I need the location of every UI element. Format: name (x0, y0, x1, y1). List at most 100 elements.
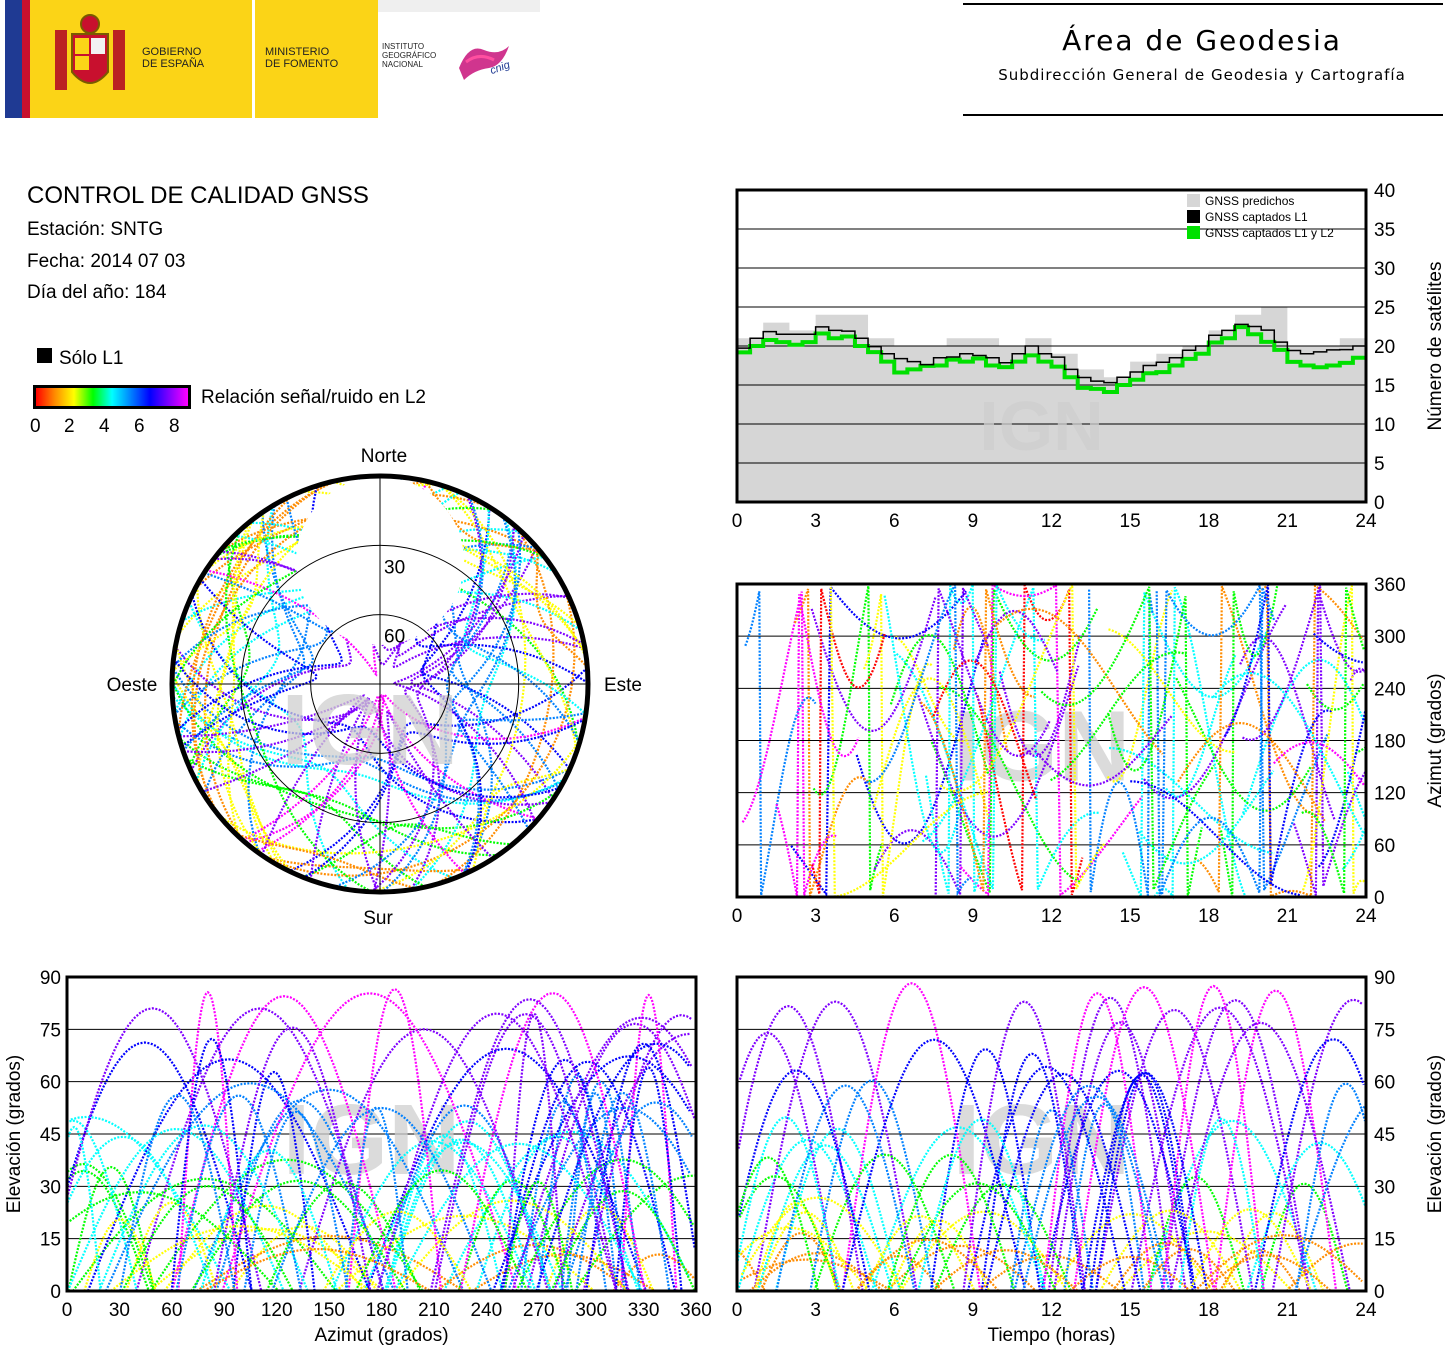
elevation-time-track (738, 1226, 870, 1292)
l1l2-line (737, 325, 1366, 395)
elevation-azimuth-track (503, 1180, 574, 1292)
x-tick-label: 21 (1277, 1300, 1298, 1321)
sky-track (171, 673, 284, 869)
l1-line (737, 323, 1366, 384)
elevation-time-track (1052, 1021, 1187, 1292)
x-tick-label: 150 (313, 1300, 345, 1321)
sky-track (171, 667, 565, 803)
azimuth-track (1273, 741, 1366, 787)
elevation-azimuth-track (506, 1106, 691, 1292)
elevation-time-track (738, 1031, 839, 1292)
azimuth-track (1155, 587, 1276, 897)
y-tick-label: 60 (1374, 1073, 1395, 1094)
y-tick-label: 0 (1374, 493, 1385, 514)
azimuth-track (811, 588, 886, 895)
elevation-time-track (1069, 1255, 1191, 1292)
x-tick-label: 3 (810, 511, 821, 532)
azimuth-track (1165, 654, 1237, 798)
azimuth-track (895, 584, 1046, 890)
legend-swatch (1187, 194, 1200, 207)
x-tick-label: 270 (523, 1300, 555, 1321)
direction-east: Este (604, 675, 642, 696)
x-tick-label: 0 (732, 906, 743, 927)
azimuth-track (1219, 584, 1279, 897)
elevation-azimuth-track (66, 1007, 263, 1292)
sky-track (303, 718, 586, 879)
snr-tick: 8 (169, 416, 180, 437)
azimuth-track (924, 584, 992, 894)
elevation-azimuth-track (344, 1106, 409, 1292)
y-tick-label: 15 (40, 1230, 61, 1251)
elevation-time-track (841, 982, 982, 1292)
elevation-time-track (1271, 998, 1364, 1292)
sky-track (201, 696, 371, 881)
x-tick-label: 360 (680, 1300, 712, 1321)
azimuth-tracks (741, 582, 1367, 900)
x-tick-label: 15 (1120, 511, 1141, 532)
elevation-time-track (984, 1072, 1142, 1292)
elevation-time-tracks (736, 982, 1367, 1292)
sky-track (302, 823, 513, 879)
y-tick-label: 90 (40, 968, 61, 989)
sky-track (219, 513, 546, 559)
azimuth-track (934, 588, 1051, 895)
elevation-time-track (1245, 1141, 1367, 1292)
x-tick-label: 3 (810, 1300, 821, 1321)
azimuth-track (1346, 771, 1367, 820)
y-tick-label: 15 (1374, 1230, 1395, 1251)
x-tick-label: 18 (1198, 1300, 1219, 1321)
azimuth-track (1130, 780, 1302, 897)
x-tick-label: 12 (1041, 1300, 1062, 1321)
sky-track (174, 720, 571, 791)
azimuth-track (1223, 584, 1334, 885)
sky-track (190, 594, 539, 824)
elevation-azimuth-track (67, 1165, 156, 1292)
elevation-time-track (738, 1069, 871, 1292)
x-tick-label: 30 (109, 1300, 130, 1321)
elevation-time-track (1009, 1108, 1094, 1292)
azimuth-track (1341, 827, 1367, 871)
sky-track (224, 529, 373, 893)
snr-tick: 4 (99, 416, 110, 437)
elevation-time-track (1285, 1242, 1363, 1292)
elevation-azimuth-track (83, 1218, 157, 1292)
snr-tick: 2 (64, 416, 75, 437)
azimuth-track (1212, 671, 1364, 833)
ring-label: 60 (384, 627, 405, 648)
sky-track (409, 546, 555, 800)
elevation-time-track (933, 1183, 1072, 1292)
azimuth-track (1040, 586, 1215, 891)
sky-track (171, 510, 266, 673)
elevation-azimuth-track (322, 1210, 473, 1292)
elevation-azimuth-track (575, 1091, 671, 1292)
elevation-time-track (736, 1156, 820, 1292)
elevation-azimuth-track (553, 1032, 691, 1292)
snr-colorbar (33, 385, 191, 409)
elevation-azimuth-track (125, 1201, 219, 1292)
ign-logo-block: INSTITUTO GEOGRÁFICO NACIONAL cnig (378, 0, 540, 118)
cnig-logo-icon (459, 46, 509, 80)
elevation-azimuth-track (69, 1191, 280, 1292)
elevation-azimuth-track (511, 1016, 693, 1292)
azimuth-track (932, 659, 1038, 801)
sky-track (190, 479, 339, 816)
elevation-time-track (738, 1175, 840, 1292)
legend-swatch (1187, 226, 1200, 239)
y-tick-label: 90 (1374, 968, 1395, 989)
x-tick-label: 0 (62, 1300, 73, 1321)
elevation-time-track (1253, 1038, 1365, 1292)
y-tick-label: 30 (1374, 1177, 1395, 1198)
sky-track (203, 497, 334, 633)
azimuth-track (790, 583, 967, 898)
elevation-azimuth-track (67, 1125, 102, 1292)
y-axis-label: Elevación (grados) (4, 1055, 25, 1213)
azimuth-track (1354, 746, 1367, 755)
solo-l1-label: Sólo L1 (59, 348, 124, 369)
station-label: Estación: SNTG (27, 219, 164, 240)
sky-track (196, 519, 254, 785)
elevation-azimuth-track (550, 1189, 696, 1292)
y-tick-label: 20 (1374, 337, 1395, 358)
elevation-azimuth-track (395, 1199, 628, 1292)
elevation-azimuth-track (190, 1179, 407, 1292)
